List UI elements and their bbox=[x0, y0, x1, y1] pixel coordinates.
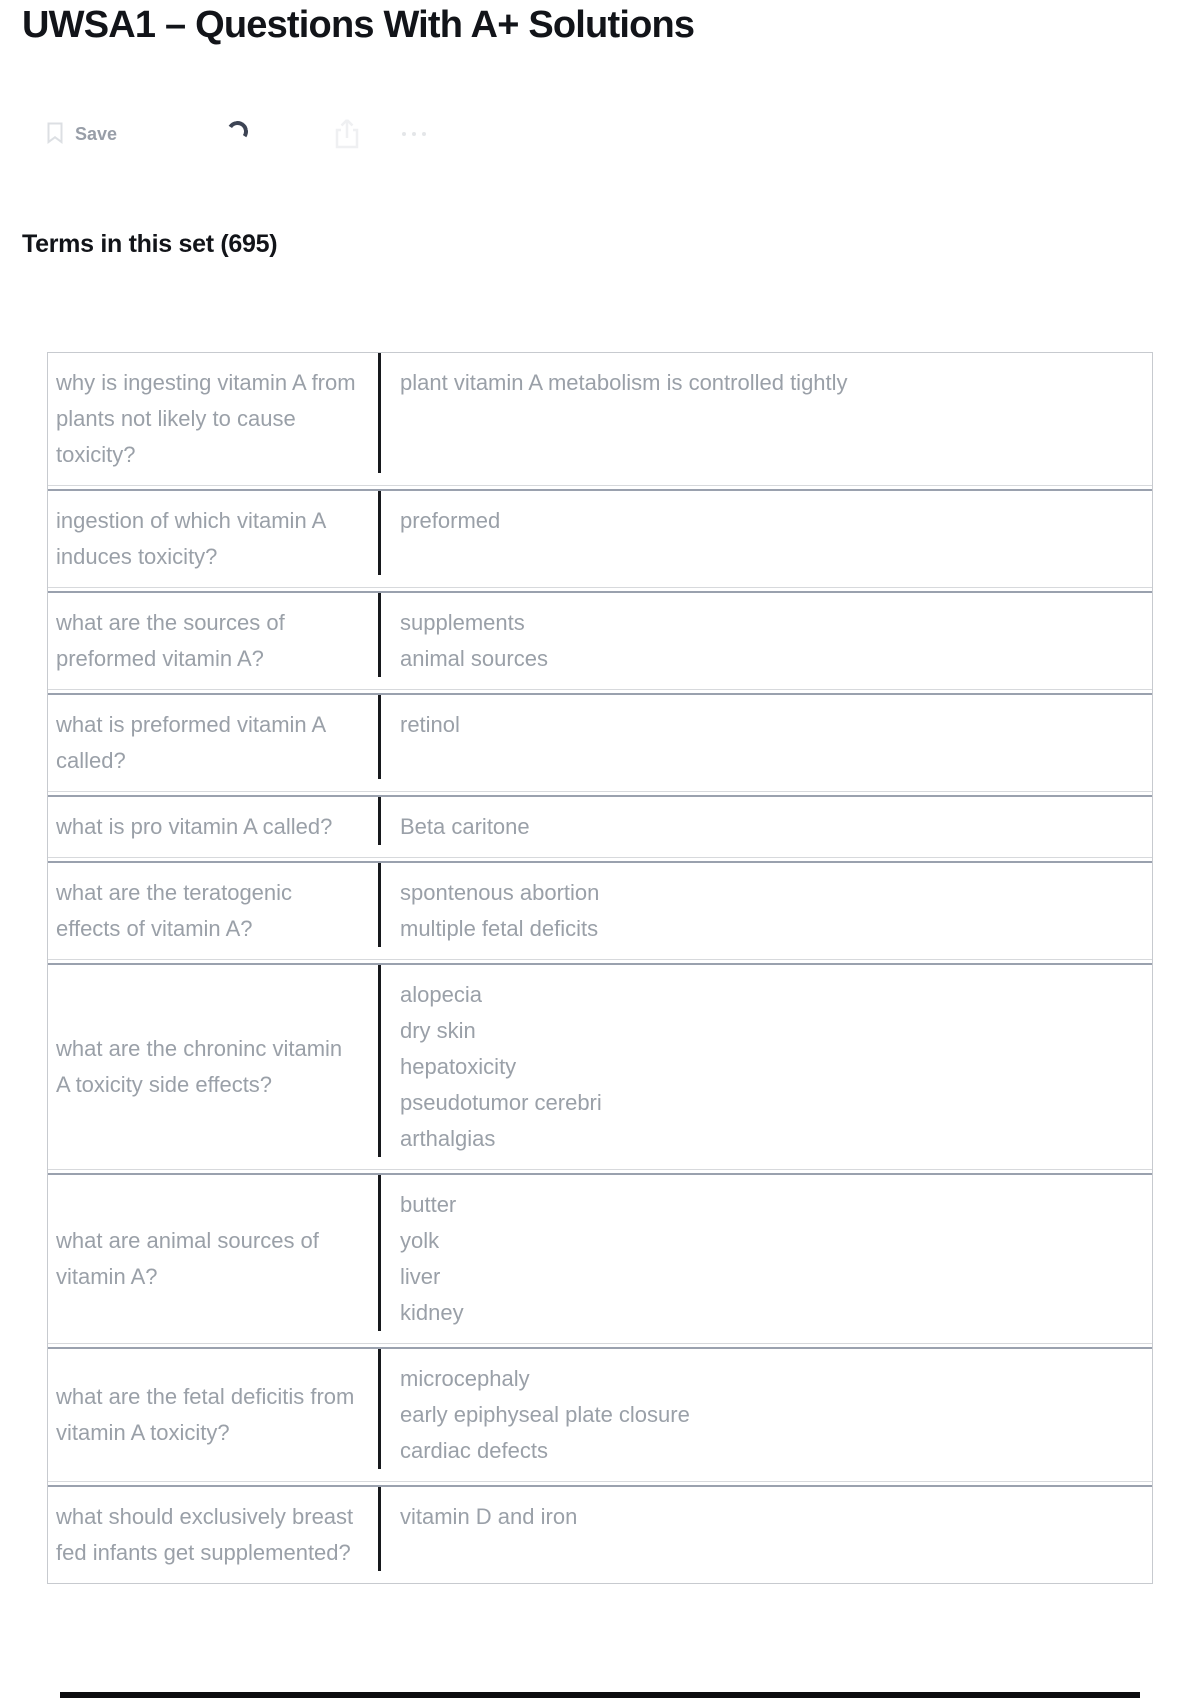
definition-line: spontenous abortion bbox=[400, 880, 600, 905]
save-button[interactable]: Save bbox=[46, 122, 117, 147]
definition-line: dry skin bbox=[400, 1018, 476, 1043]
term-text: what is preformed vitamin A called? bbox=[56, 712, 326, 773]
terms-count-heading: Terms in this set (695) bbox=[22, 230, 278, 258]
table-row[interactable]: what should exclusively breast fed infan… bbox=[48, 1485, 1152, 1583]
definition-cell: preformed bbox=[378, 491, 1152, 587]
term-text: what are the chroninc vitamin A toxicity… bbox=[56, 1036, 343, 1097]
definition-line: yolk bbox=[400, 1228, 440, 1253]
terms-table: why is ingesting vitamin A from plants n… bbox=[47, 352, 1153, 1584]
column-divider bbox=[378, 797, 381, 845]
definition-line: Beta caritone bbox=[400, 814, 530, 839]
term-cell: what are animal sources of vitamin A? bbox=[48, 1175, 378, 1343]
term-text: what are animal sources of vitamin A? bbox=[56, 1228, 319, 1289]
share-icon bbox=[332, 119, 362, 155]
more-options-button[interactable] bbox=[398, 128, 430, 140]
set-toolbar: Save bbox=[0, 112, 1200, 160]
bottom-divider-bar bbox=[60, 1692, 1140, 1698]
definition-cell: vitamin D and iron bbox=[378, 1487, 1152, 1583]
term-cell: what should exclusively breast fed infan… bbox=[48, 1487, 378, 1583]
ellipsis-icon bbox=[422, 132, 426, 136]
definition-line: plant vitamin A metabolism is controlled… bbox=[400, 370, 848, 395]
definition-line: hepatoxicity bbox=[400, 1054, 517, 1079]
definition-line: multiple fetal deficits bbox=[400, 916, 599, 941]
definition-cell: retinol bbox=[378, 695, 1152, 791]
definition-cell: butter yolk liver kidney bbox=[378, 1175, 1152, 1343]
table-row[interactable]: what are animal sources of vitamin A? bu… bbox=[48, 1173, 1152, 1344]
definition-line: microcephaly bbox=[400, 1366, 530, 1391]
table-row[interactable]: why is ingesting vitamin A from plants n… bbox=[48, 353, 1152, 486]
page-title: UWSA1 – Questions With A+ Solutions bbox=[22, 4, 695, 46]
table-row[interactable]: what is pro vitamin A called? Beta carit… bbox=[48, 795, 1152, 858]
definition-line: cardiac defects bbox=[400, 1438, 548, 1463]
table-row[interactable]: what are the teratogenic effects of vita… bbox=[48, 861, 1152, 960]
term-text: what are the fetal deficitis from vitami… bbox=[56, 1384, 355, 1445]
term-cell: why is ingesting vitamin A from plants n… bbox=[48, 353, 378, 485]
term-cell: what are the teratogenic effects of vita… bbox=[48, 863, 378, 959]
column-divider bbox=[378, 593, 381, 677]
term-text: what are the sources of preformed vitami… bbox=[56, 610, 285, 671]
term-text: what should exclusively breast fed infan… bbox=[56, 1504, 354, 1565]
table-row[interactable]: what are the chroninc vitamin A toxicity… bbox=[48, 963, 1152, 1170]
bookmark-icon bbox=[46, 122, 64, 147]
definition-cell: plant vitamin A metabolism is controlled… bbox=[378, 353, 1152, 485]
term-text: what are the teratogenic effects of vita… bbox=[56, 880, 293, 941]
term-text: why is ingesting vitamin A from plants n… bbox=[56, 370, 356, 467]
column-divider bbox=[378, 965, 381, 1157]
definition-line: alopecia bbox=[400, 982, 482, 1007]
column-divider bbox=[378, 1487, 381, 1571]
definition-cell: Beta caritone bbox=[378, 797, 1152, 857]
save-button-label: Save bbox=[75, 124, 118, 144]
term-cell: what are the chroninc vitamin A toxicity… bbox=[48, 965, 378, 1169]
definition-cell: microcephaly early epiphyseal plate closu… bbox=[378, 1349, 1152, 1481]
table-row[interactable]: what are the sources of preformed vitami… bbox=[48, 591, 1152, 690]
definition-line: vitamin D and iron bbox=[400, 1504, 578, 1529]
column-divider bbox=[378, 353, 381, 473]
term-cell: what is pro vitamin A called? bbox=[48, 797, 378, 857]
column-divider bbox=[378, 695, 381, 779]
definition-line: arthalgias bbox=[400, 1126, 496, 1151]
term-cell: what are the fetal deficitis from vitami… bbox=[48, 1349, 378, 1481]
definition-cell: supplements animal sources bbox=[378, 593, 1152, 689]
definition-line: animal sources bbox=[400, 646, 548, 671]
definition-cell: alopecia dry skin hepatoxicity pseudotumor … bbox=[378, 965, 1152, 1169]
definition-cell: spontenous abortion multiple fetal defici… bbox=[378, 863, 1152, 959]
column-divider bbox=[378, 863, 381, 947]
table-row[interactable]: ingestion of which vitamin A induces tox… bbox=[48, 489, 1152, 588]
definition-line: liver bbox=[400, 1264, 441, 1289]
definition-line: butter bbox=[400, 1192, 457, 1217]
definition-line: pseudotumor cerebri bbox=[400, 1090, 602, 1115]
definition-line: early epiphyseal plate closure bbox=[400, 1402, 690, 1427]
loading-spinner-icon bbox=[225, 119, 250, 144]
definition-line: supplements bbox=[400, 610, 525, 635]
term-cell: what are the sources of preformed vitami… bbox=[48, 593, 378, 689]
term-cell: what is preformed vitamin A called? bbox=[48, 695, 378, 791]
term-cell: ingestion of which vitamin A induces tox… bbox=[48, 491, 378, 587]
column-divider bbox=[378, 1349, 381, 1469]
ellipsis-icon bbox=[402, 132, 406, 136]
column-divider bbox=[378, 491, 381, 575]
definition-line: kidney bbox=[400, 1300, 464, 1325]
term-text: what is pro vitamin A called? bbox=[56, 814, 333, 839]
definition-line: preformed bbox=[400, 508, 501, 533]
share-button[interactable] bbox=[332, 116, 362, 155]
definition-line: retinol bbox=[400, 712, 460, 737]
term-text: ingestion of which vitamin A induces tox… bbox=[56, 508, 326, 569]
column-divider bbox=[378, 1175, 381, 1331]
table-row[interactable]: what is preformed vitamin A called? reti… bbox=[48, 693, 1152, 792]
table-row[interactable]: what are the fetal deficitis from vitami… bbox=[48, 1347, 1152, 1482]
ellipsis-icon bbox=[412, 132, 416, 136]
